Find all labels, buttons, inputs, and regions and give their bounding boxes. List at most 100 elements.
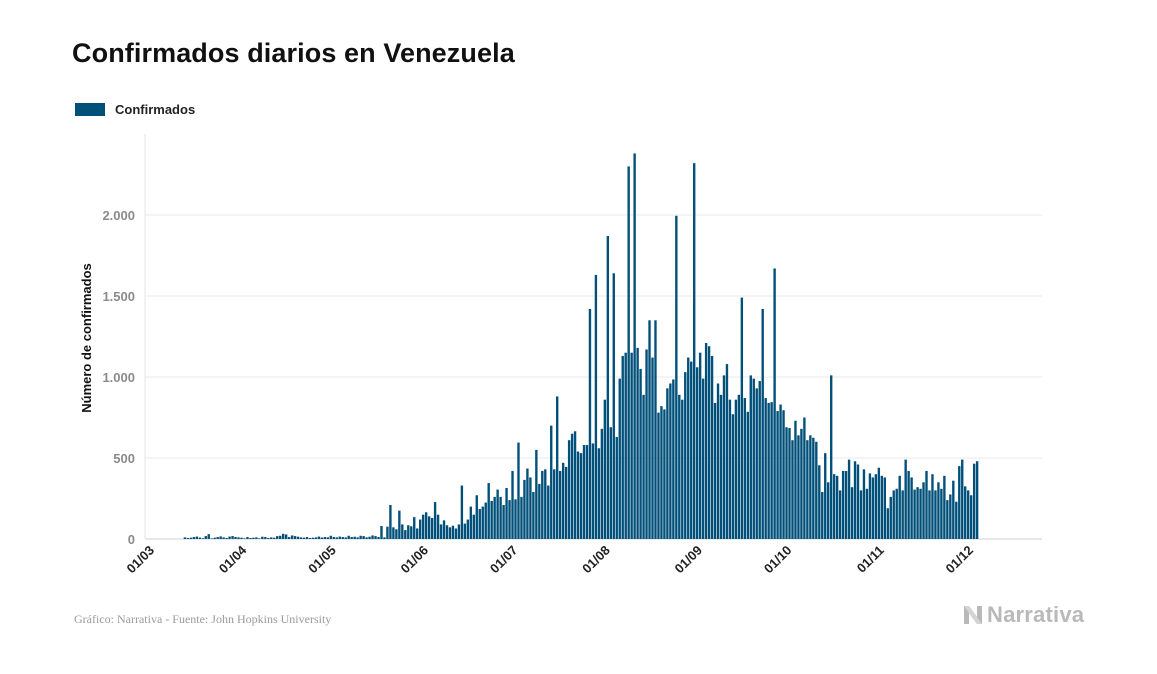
bar: [299, 537, 303, 539]
bar: [561, 462, 565, 539]
bar: [183, 537, 187, 539]
bar: [818, 465, 821, 539]
bar: [937, 482, 940, 539]
bar: [267, 538, 270, 539]
bar: [684, 372, 687, 539]
bar: [847, 459, 851, 539]
bar: [919, 488, 922, 539]
bar: [678, 394, 681, 539]
bar: [657, 412, 660, 539]
bar: [850, 487, 854, 539]
bar: [302, 537, 306, 539]
bar: [669, 383, 672, 539]
bar: [341, 537, 344, 539]
bar: [264, 537, 267, 539]
bar: [445, 525, 449, 539]
bar: [910, 477, 913, 539]
bar: [478, 509, 481, 539]
bar: [448, 527, 452, 539]
bar: [219, 536, 222, 539]
bar: [305, 537, 309, 539]
bar-series: [183, 153, 979, 539]
bar: [293, 536, 297, 539]
bar: [329, 535, 333, 539]
bar: [419, 519, 422, 539]
gridlines: 0 500 1.000 1.500 2.000: [102, 208, 1042, 547]
bar: [591, 443, 595, 539]
bar: [225, 538, 228, 539]
bar: [556, 396, 559, 539]
bar: [383, 537, 386, 539]
bar: [800, 428, 803, 539]
bar: [246, 537, 249, 539]
legend-label: Confirmados: [115, 102, 196, 117]
bar: [594, 274, 598, 539]
bar: [520, 496, 523, 539]
bar: [618, 378, 621, 539]
legend-swatch: [75, 103, 105, 116]
bar: [695, 367, 699, 539]
bar: [234, 537, 237, 539]
bar: [865, 488, 869, 539]
bar: [794, 420, 797, 539]
bar: [758, 381, 761, 539]
bar: [752, 378, 755, 539]
bar: [457, 524, 461, 539]
bar: [284, 534, 288, 539]
bar: [189, 537, 193, 539]
bar: [240, 537, 243, 539]
bar: [481, 506, 484, 539]
bar: [249, 538, 252, 539]
bar: [395, 529, 398, 539]
bar: [654, 320, 657, 539]
bar: [862, 469, 866, 539]
bar: [949, 494, 952, 539]
bar: [621, 355, 624, 539]
x-tick-label: 01/11: [854, 543, 887, 576]
bar: [347, 535, 350, 539]
bar: [952, 480, 955, 539]
bar: [832, 474, 836, 539]
bar: [553, 469, 556, 539]
bar: [427, 516, 431, 539]
bar: [627, 166, 630, 539]
bar: [645, 349, 648, 539]
bar: [228, 536, 231, 539]
bar: [451, 525, 455, 539]
bar: [511, 470, 514, 539]
bar: [958, 466, 961, 539]
bar: [335, 537, 338, 539]
bar: [815, 441, 818, 539]
bar: [785, 427, 788, 539]
bar: [279, 535, 282, 539]
bar: [198, 537, 201, 539]
bar: [576, 451, 580, 539]
narrativa-logo-icon: [964, 606, 982, 624]
bar: [770, 402, 773, 539]
bar: [529, 477, 532, 539]
bar: [222, 537, 225, 539]
bar: [824, 453, 827, 539]
bar: [243, 538, 246, 539]
bar: [454, 528, 458, 539]
bar: [338, 536, 341, 539]
bar: [201, 538, 204, 539]
bar: [499, 496, 502, 539]
bar: [359, 535, 362, 539]
bar: [767, 402, 770, 539]
bar: [934, 490, 937, 539]
bar: [558, 470, 562, 539]
bar: [570, 433, 574, 539]
bar: [707, 346, 711, 539]
bar: [907, 470, 910, 539]
bar: [943, 475, 946, 539]
bar: [523, 479, 526, 539]
bar: [883, 477, 886, 539]
bar: [806, 440, 809, 539]
bar: [922, 482, 925, 539]
bar: [719, 394, 723, 539]
bar: [237, 537, 240, 539]
bar: [356, 537, 359, 539]
bar: [639, 368, 642, 539]
